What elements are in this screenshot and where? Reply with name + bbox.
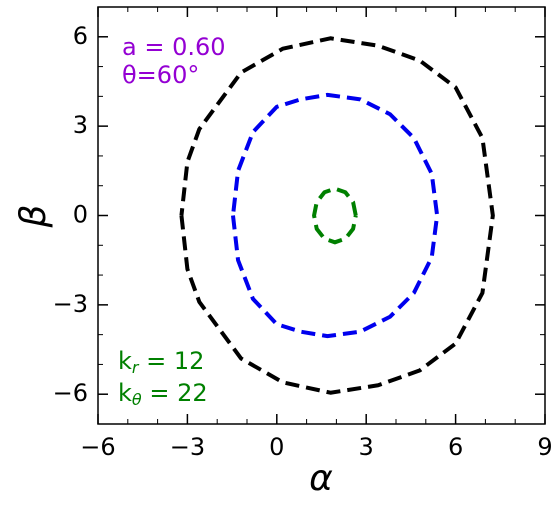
y-tick-label: 3 (73, 111, 88, 139)
annotation-subscript: r (132, 358, 140, 377)
x-tick-label: 6 (448, 433, 463, 461)
annotation-text: = 12 (138, 347, 204, 375)
y-axis-label: β (13, 205, 54, 229)
orbit-curve (179, 36, 495, 395)
y-tick-label: 0 (73, 201, 88, 229)
annotation: θ=60° (122, 61, 199, 89)
x-tick-label: −3 (170, 433, 205, 461)
annotation-base: k (118, 347, 132, 375)
annotation-subscript: θ (132, 390, 142, 409)
orbit-curve (231, 92, 440, 339)
annotation-text: θ=60° (122, 61, 199, 89)
x-tick-label: 3 (359, 433, 374, 461)
annotation-text: a = 0.60 (122, 33, 226, 61)
x-axis-label: α (309, 458, 333, 499)
annotation: kr = 12 (118, 347, 204, 377)
y-tick-label: −6 (53, 379, 88, 407)
annotation: a = 0.60 (122, 33, 226, 61)
orbit-curve (312, 186, 358, 245)
y-tick-label: −3 (53, 290, 88, 318)
annotation: kθ = 22 (118, 379, 208, 409)
y-tick-label: 6 (73, 22, 88, 50)
annotation-base: k (118, 379, 132, 407)
x-tick-label: 0 (269, 433, 284, 461)
annotation-text: = 22 (142, 379, 208, 407)
x-tick-label: 9 (537, 433, 552, 461)
x-tick-label: −6 (80, 433, 115, 461)
